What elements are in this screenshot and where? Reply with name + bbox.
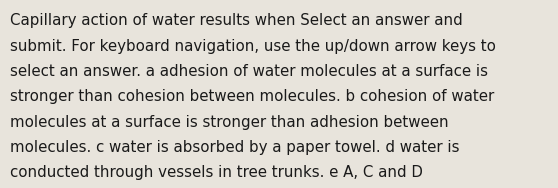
Text: stronger than cohesion between molecules. b cohesion of water: stronger than cohesion between molecules…	[10, 89, 494, 104]
Text: Capillary action of water results when Select an answer and: Capillary action of water results when S…	[10, 13, 463, 28]
Text: select an answer. a adhesion of water molecules at a surface is: select an answer. a adhesion of water mo…	[10, 64, 488, 79]
Text: conducted through vessels in tree trunks. e A, C and D: conducted through vessels in tree trunks…	[10, 165, 423, 180]
Text: molecules. c water is absorbed by a paper towel. d water is: molecules. c water is absorbed by a pape…	[10, 140, 460, 155]
Text: submit. For keyboard navigation, use the up/down arrow keys to: submit. For keyboard navigation, use the…	[10, 39, 496, 54]
Text: molecules at a surface is stronger than adhesion between: molecules at a surface is stronger than …	[10, 115, 449, 130]
